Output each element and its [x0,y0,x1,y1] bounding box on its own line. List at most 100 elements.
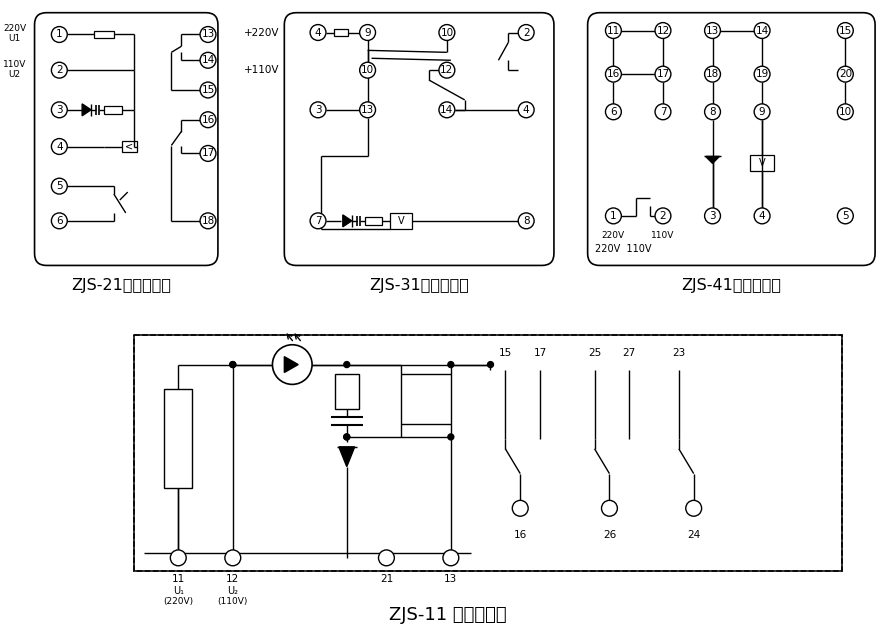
Circle shape [838,104,853,120]
Text: 12: 12 [440,65,453,75]
Text: 3: 3 [709,211,716,221]
Circle shape [838,208,853,224]
Circle shape [200,27,216,42]
Circle shape [605,208,621,224]
Text: 3: 3 [56,105,63,115]
Circle shape [704,23,721,38]
Circle shape [439,62,455,78]
Circle shape [230,362,236,367]
Bar [391,213,412,229]
Circle shape [519,213,534,229]
Text: 11: 11 [172,574,185,584]
Circle shape [755,66,770,82]
Text: 11: 11 [607,25,620,35]
Text: 220V  110V: 220V 110V [595,244,652,254]
Text: V: V [759,158,765,168]
Circle shape [225,550,240,566]
Circle shape [51,62,67,78]
Bar [335,374,358,409]
Text: 9: 9 [759,107,765,117]
Text: 7: 7 [315,216,321,226]
Circle shape [200,213,216,229]
Text: 7: 7 [660,107,666,117]
Circle shape [200,82,216,98]
Text: 18: 18 [201,216,215,226]
Circle shape [51,139,67,155]
Text: 12: 12 [656,25,670,35]
Text: 17: 17 [656,69,670,79]
Text: U1: U1 [9,34,21,43]
Bar [94,30,114,38]
Text: 2: 2 [523,28,529,37]
Polygon shape [82,104,91,115]
Text: 16: 16 [514,530,527,540]
Circle shape [838,66,853,82]
Circle shape [704,208,721,224]
Bar [134,335,842,570]
Circle shape [755,23,770,38]
Text: 16: 16 [201,115,215,125]
Text: 21: 21 [380,574,393,584]
Text: 1: 1 [610,211,617,221]
Circle shape [359,102,375,118]
Text: (110V): (110V) [217,596,248,606]
Text: 6: 6 [610,107,617,117]
Text: 25: 25 [588,348,601,358]
Text: 15: 15 [499,348,512,358]
Circle shape [443,550,459,566]
Polygon shape [339,447,355,467]
Circle shape [200,146,216,162]
Circle shape [273,345,312,384]
Text: +110V: +110V [244,65,279,75]
Circle shape [448,434,454,440]
Text: 26: 26 [603,530,616,540]
Text: 16: 16 [607,69,620,79]
Text: 9: 9 [364,28,371,37]
Circle shape [310,25,326,40]
Circle shape [310,213,326,229]
Text: 24: 24 [687,530,700,540]
FancyBboxPatch shape [284,13,554,266]
Text: 5: 5 [842,211,848,221]
Text: 15: 15 [839,25,852,35]
Text: V: V [398,216,405,226]
Text: 8: 8 [523,216,529,226]
Text: 12: 12 [226,574,240,584]
Circle shape [359,25,375,40]
Text: 110V: 110V [651,231,675,240]
Circle shape [519,25,534,40]
Circle shape [51,102,67,118]
Bar [333,28,348,37]
Text: ZJS-11 背后接线图: ZJS-11 背后接线图 [389,606,507,624]
Polygon shape [342,215,351,227]
Text: 15: 15 [201,85,215,95]
Circle shape [602,500,618,516]
Bar [164,389,192,488]
Circle shape [605,66,621,82]
Text: <: < [125,141,133,151]
Circle shape [655,66,670,82]
Circle shape [310,102,326,118]
Text: 13: 13 [444,574,458,584]
Text: 13: 13 [201,30,215,40]
Circle shape [439,102,455,118]
Text: 20: 20 [839,69,852,79]
Text: 10: 10 [441,28,453,37]
Circle shape [200,112,216,127]
Text: 2: 2 [660,211,666,221]
Text: ZJS-31内部接线图: ZJS-31内部接线图 [369,278,469,293]
Circle shape [51,178,67,194]
Text: 18: 18 [706,69,719,79]
Circle shape [487,362,493,367]
Text: 6: 6 [56,216,63,226]
Text: U₂: U₂ [227,586,239,596]
Circle shape [230,362,236,367]
Text: +220V: +220V [244,28,279,37]
Bar [401,374,451,424]
Text: 2: 2 [56,65,63,75]
Text: (220V): (220V) [164,596,193,606]
Text: 8: 8 [709,107,716,117]
Circle shape [686,500,702,516]
Text: 10: 10 [361,65,375,75]
Circle shape [359,62,375,78]
